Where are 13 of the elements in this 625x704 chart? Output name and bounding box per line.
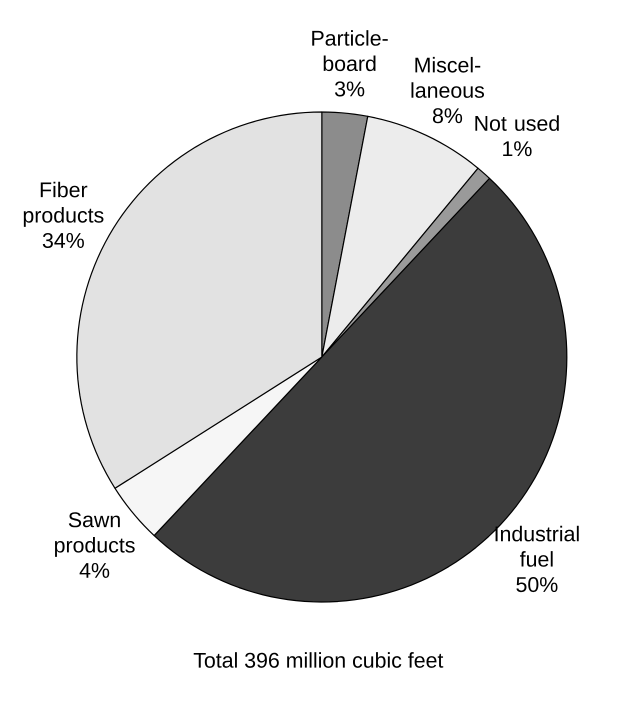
slice-label: Fiber products [24,182,104,227]
slice-label: Miscel-laneous [412,56,484,98]
data-label: 50% [516,577,558,592]
text: Total 396 million cubic feet [194,652,444,668]
slice-label: Sawn products [55,512,135,557]
data-label: 8% [433,108,462,124]
slice-label: Industrial fuel [496,526,579,567]
data-label: 3% [335,81,364,96]
slice-label: Not used [475,115,559,131]
data-label: 1% [503,141,532,156]
slice-label: Particle-board [312,30,388,72]
data-label: 34% [42,232,84,248]
data-label: 4% [80,562,110,578]
